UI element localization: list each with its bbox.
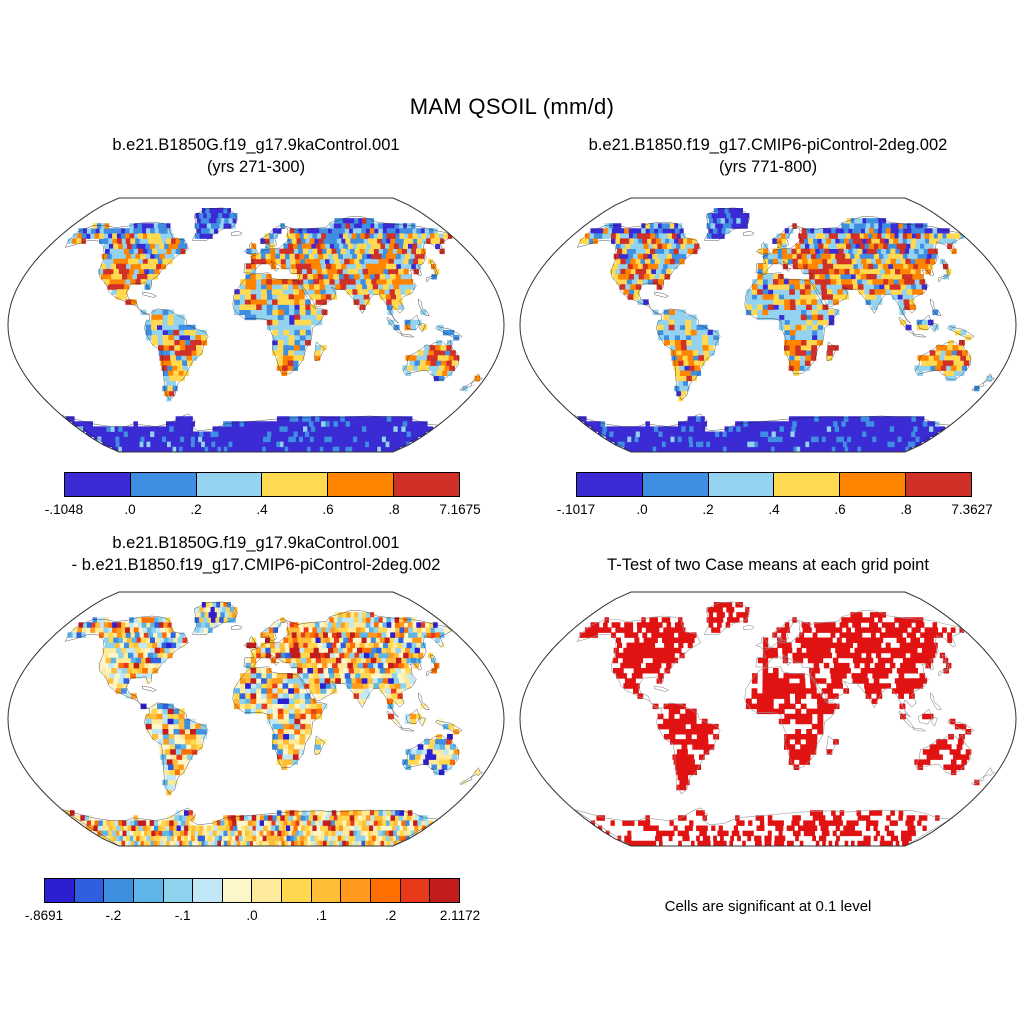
- colorbar-segment: [394, 473, 459, 496]
- colorbar-label: .0: [636, 502, 648, 517]
- panel3-difference-map: [7, 591, 505, 847]
- colorbar-segment: [906, 473, 971, 496]
- colorbar-label: -.1: [174, 908, 191, 923]
- colorbar-segment: [262, 473, 329, 496]
- panel3-title: b.e21.B1850G.f19_g17.9kaControl.001: [112, 534, 400, 552]
- colorbar-segment: [45, 879, 75, 902]
- panel3-colorbar: [44, 878, 460, 903]
- colorbar-label: .4: [256, 502, 268, 517]
- colorbar-label: -.2: [105, 908, 122, 923]
- panel2-subtitle: (yrs 771-800): [718, 158, 818, 176]
- colorbar-segment: [430, 879, 459, 902]
- colorbar-label: .1: [315, 908, 327, 923]
- colorbar-segment: [642, 473, 709, 496]
- panel2-colorbar-labels: -.1017 .0 .2 .4 .6 .8 7.3627: [557, 502, 993, 518]
- panel1-title: b.e21.B1850G.f19_g17.9kaControl.001: [112, 136, 400, 154]
- colorbar-label: .0: [246, 908, 258, 923]
- colorbar-segment: [708, 473, 775, 496]
- colorbar-label: .4: [768, 502, 780, 517]
- panel2-title: b.e21.B1850.f19_g17.CMIP6-piControl-2deg…: [588, 136, 948, 154]
- colorbar-segment: [840, 473, 907, 496]
- colorbar-label: 7.1675: [439, 502, 481, 517]
- colorbar-label: .2: [702, 502, 714, 517]
- panel4-title: T-Test of two Case means at each grid po…: [607, 556, 929, 574]
- panel1-colorbar-labels: -.1048 .0 .2 .4 .6 .8 7.1675: [45, 502, 481, 518]
- panel3-subtitle: - b.e21.B1850.f19_g17.CMIP6-piControl-2d…: [71, 556, 441, 574]
- colorbar-segment: [222, 879, 253, 902]
- colorbar-segment: [193, 879, 223, 902]
- colorbar-segment: [74, 879, 105, 902]
- colorbar-segment: [328, 473, 395, 496]
- colorbar-segment: [252, 879, 283, 902]
- panel4-caption: Cells are significant at 0.1 level: [664, 898, 872, 915]
- colorbar-label: 2.1172: [439, 908, 481, 923]
- colorbar-segment: [311, 879, 342, 902]
- colorbar-label: .0: [124, 502, 136, 517]
- colorbar-label: .6: [322, 502, 334, 517]
- colorbar-label: .8: [900, 502, 912, 517]
- panel1-world-map: [7, 197, 505, 453]
- colorbar-segment: [133, 879, 164, 902]
- colorbar-label: 7.3627: [951, 502, 993, 517]
- panel2-world-map: [519, 197, 1017, 453]
- colorbar-segment: [577, 473, 643, 496]
- colorbar-segment: [104, 879, 134, 902]
- panel1-subtitle: (yrs 271-300): [206, 158, 306, 176]
- colorbar-label: -.8691: [24, 908, 64, 923]
- colorbar-label: -.1017: [556, 502, 596, 517]
- figure-title: MAM QSOIL (mm/d): [409, 94, 615, 119]
- colorbar-segment: [196, 473, 263, 496]
- colorbar-segment: [130, 473, 197, 496]
- colorbar-label: .8: [388, 502, 400, 517]
- colorbar-segment: [65, 473, 131, 496]
- colorbar-segment: [163, 879, 194, 902]
- colorbar-segment: [774, 473, 841, 496]
- colorbar-label: .2: [190, 502, 202, 517]
- panel4-ttest-map: [519, 591, 1017, 847]
- panel2-colorbar: [576, 472, 972, 497]
- panel1-colorbar: [64, 472, 460, 497]
- colorbar-segment: [282, 879, 312, 902]
- panel3-colorbar-labels: -.8691 -.2 -.1 .0 .1 .2 2.1172: [25, 908, 480, 924]
- colorbar-segment: [400, 879, 431, 902]
- colorbar-segment: [371, 879, 401, 902]
- colorbar-label: -.1048: [44, 502, 84, 517]
- colorbar-label: .6: [834, 502, 846, 517]
- colorbar-segment: [341, 879, 372, 902]
- colorbar-label: .2: [385, 908, 397, 923]
